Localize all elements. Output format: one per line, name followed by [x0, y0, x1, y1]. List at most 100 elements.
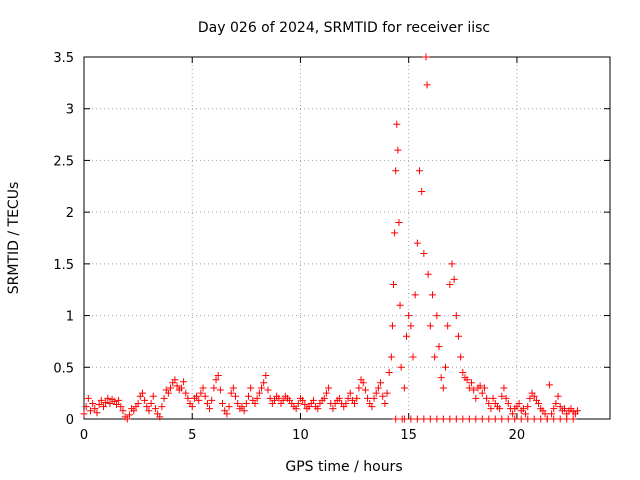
data-point	[429, 291, 437, 299]
data-point	[253, 394, 261, 402]
data-point	[212, 376, 220, 384]
data-point	[214, 372, 222, 380]
data-point	[563, 415, 571, 423]
data-point	[141, 396, 149, 404]
data-point	[147, 399, 155, 407]
data-point	[106, 399, 114, 407]
data-point	[391, 229, 399, 237]
data-point	[145, 407, 153, 415]
data-point	[342, 399, 350, 407]
data-point	[301, 401, 309, 409]
data-point	[355, 384, 363, 392]
plot-frame	[83, 56, 611, 420]
data-point	[470, 386, 478, 394]
data-point	[149, 392, 157, 400]
data-point	[203, 399, 211, 407]
data-point	[526, 394, 534, 402]
data-point	[420, 250, 428, 258]
data-point	[115, 396, 123, 404]
data-point	[457, 353, 465, 361]
data-point	[227, 389, 235, 397]
x-axis-label: GPS time / hours	[285, 459, 402, 475]
data-point	[478, 389, 486, 397]
data-point	[452, 312, 460, 320]
data-point	[519, 405, 527, 413]
data-point	[487, 405, 495, 413]
data-point	[294, 399, 302, 407]
data-point	[552, 399, 560, 407]
data-point	[177, 384, 185, 392]
data-point	[388, 322, 396, 330]
data-point	[394, 146, 402, 154]
data-point	[184, 394, 192, 402]
data-point	[206, 405, 214, 413]
data-point	[439, 415, 447, 423]
data-point	[485, 399, 493, 407]
data-point	[188, 403, 196, 411]
data-point	[164, 389, 172, 397]
axis-ticks: 0 0.5 1 1.5 2 2.5 3 3.5 0 5 10 15 20	[53, 51, 610, 443]
data-point	[548, 410, 556, 418]
data-point	[359, 379, 367, 387]
x-tick-label: 15	[400, 428, 417, 443]
data-point	[245, 392, 253, 400]
y-tick-label: 2	[66, 206, 74, 221]
x-tick-label: 5	[188, 428, 196, 443]
grid-lines	[84, 57, 610, 419]
data-point	[433, 312, 441, 320]
data-point	[463, 376, 471, 384]
data-point	[416, 167, 424, 175]
data-point	[322, 389, 330, 397]
data-point	[381, 399, 389, 407]
data-point	[125, 411, 133, 419]
data-point	[472, 394, 480, 402]
data-point	[478, 415, 486, 423]
data-point	[199, 384, 207, 392]
data-point	[392, 167, 400, 175]
data-point	[459, 415, 467, 423]
data-point	[418, 187, 426, 195]
data-point	[411, 291, 419, 299]
data-point	[407, 415, 415, 423]
y-tick-label: 3	[66, 103, 74, 118]
data-point	[450, 275, 458, 283]
x-tick-label: 10	[292, 428, 309, 443]
data-point	[387, 353, 395, 361]
data-point	[84, 394, 92, 402]
data-point	[242, 399, 250, 407]
data-point	[210, 384, 218, 392]
data-point	[446, 415, 454, 423]
data-point	[225, 403, 233, 411]
data-point	[80, 410, 88, 418]
data-point	[130, 407, 138, 415]
data-point	[524, 403, 532, 411]
data-point	[377, 379, 385, 387]
data-point	[500, 384, 508, 392]
data-point	[444, 322, 452, 330]
data-point	[485, 415, 493, 423]
data-point	[396, 301, 404, 309]
data-point	[569, 415, 577, 423]
data-point	[91, 405, 99, 413]
data-point	[522, 410, 530, 418]
data-point	[117, 403, 125, 411]
data-point	[530, 392, 538, 400]
data-point	[173, 382, 181, 390]
data-point	[524, 415, 532, 423]
chart-title: Day 026 of 2024, SRMTID for receiver iis…	[198, 20, 490, 36]
data-point	[465, 415, 473, 423]
data-point	[335, 394, 343, 402]
data-point	[309, 396, 317, 404]
data-point	[446, 281, 454, 289]
y-tick-label: 0	[66, 413, 74, 428]
data-point	[364, 394, 372, 402]
data-point	[156, 413, 164, 421]
data-point	[498, 415, 506, 423]
data-point	[433, 415, 441, 423]
data-point	[511, 415, 519, 423]
data-point	[182, 389, 190, 397]
data-point	[292, 405, 300, 413]
data-point	[134, 399, 142, 407]
data-point	[234, 399, 242, 407]
data-point	[264, 386, 272, 394]
